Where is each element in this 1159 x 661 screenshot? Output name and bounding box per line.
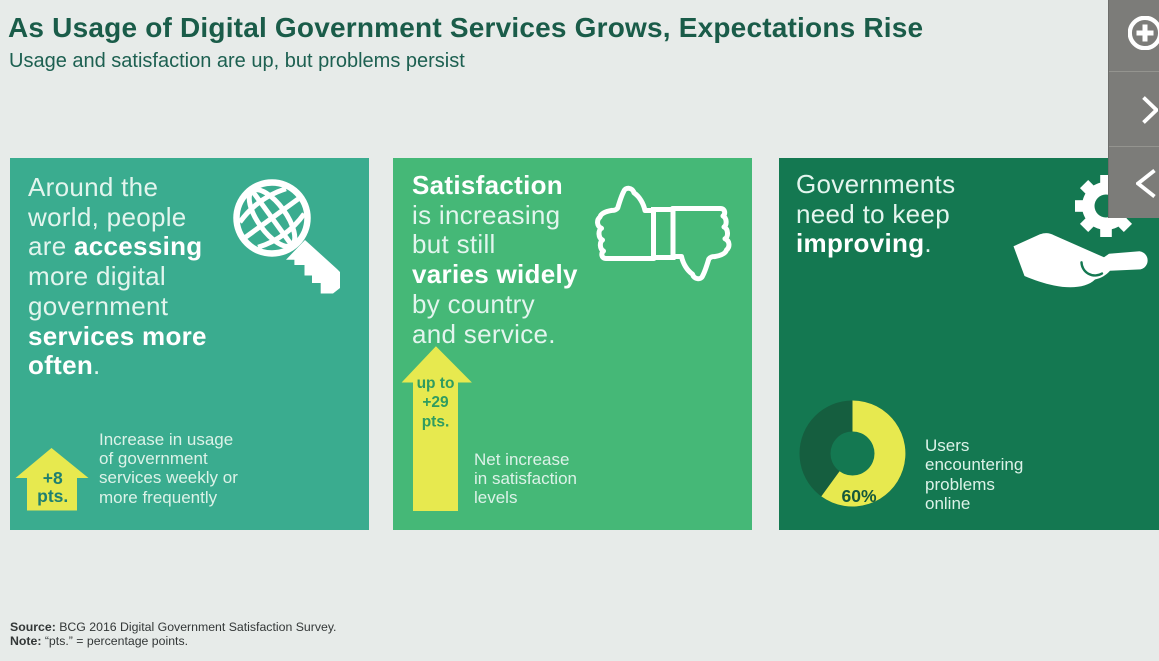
svg-text:60%: 60% xyxy=(842,486,877,506)
svg-text:up to: up to xyxy=(417,375,455,392)
svg-text:pts.: pts. xyxy=(422,414,450,431)
svg-text:+8: +8 xyxy=(43,468,63,488)
svg-text:pts.: pts. xyxy=(37,486,68,506)
svg-text:+29: +29 xyxy=(422,394,449,411)
